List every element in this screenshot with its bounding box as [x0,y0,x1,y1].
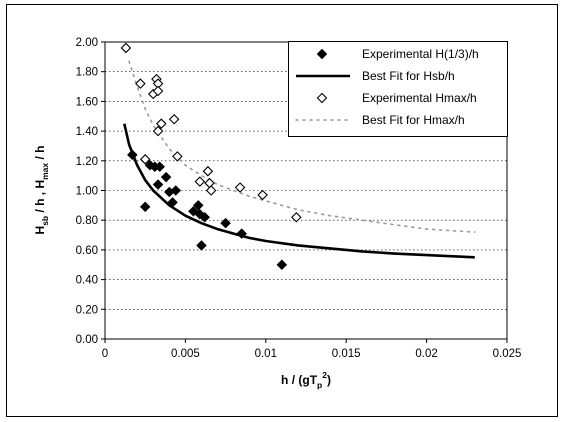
data-point-h13 [139,201,151,213]
best-fit-hmax-line [128,60,476,233]
best-fit-hsb-line [123,123,475,259]
legend: Experimental H(1/3)/h Best Fit for Hsb/h E… [288,41,508,137]
data-point-h13 [199,211,211,223]
series-4 [128,60,476,233]
data-point-hmax [257,189,268,201]
data-point-hmax [152,85,164,97]
data-point-hmax [168,113,180,125]
data-point-hmax [135,78,146,89]
data-point-h13 [170,185,182,196]
series-layer [120,42,476,271]
legend-label-1: Experimental H(1/3)/h [362,47,479,61]
series-3 [120,42,302,223]
x-tick-label: 0.005 [171,348,200,360]
x-axis-title-close: ) [327,373,331,387]
y-tick-label: 1.20 [76,156,98,168]
data-point-hmax [152,125,164,137]
x-axis-title-superscript: 2 [322,370,327,380]
x-axis: 0 0.005 0.01 0.015 0.02 0.025 [102,339,522,360]
y-tick-label: 0.40 [76,275,98,287]
data-point-hmax [172,151,183,162]
y-tick-label: 1.60 [76,96,98,108]
y-tick-label: 0.80 [76,215,98,227]
x-axis-title: h / (gTp2) [281,370,331,390]
legend-label-3: Experimental Hmax/h [362,91,477,105]
x-tick-label: 0.015 [332,348,361,360]
legend-marker-1 [316,48,328,60]
data-point-h13 [154,161,166,173]
data-point-hmax [234,182,246,193]
y-tick-label: 1.40 [76,126,98,138]
data-point-h13 [167,197,178,208]
data-point-hmax [291,211,302,223]
data-point-h13 [220,217,231,229]
data-point-h13 [236,228,248,239]
y-tick-label: 0.60 [76,245,98,257]
data-point-hmax [156,118,167,129]
legend-label-2: Best Fit for Hsb/h [362,69,455,83]
y-axis-title-part: sb [40,216,50,226]
y-axis-title-part: / h , H [33,180,47,216]
data-point-hmax [202,165,214,177]
x-tick-label: 0.02 [415,348,437,360]
y-tick-label: 0.00 [76,334,98,346]
x-tick-label: 0 [102,348,108,360]
y-tick-label: 1.80 [76,67,98,79]
y-axis: 0.00 0.20 0.40 0.60 0.80 1.00 1.20 1.40 1.60 1.80… [76,37,105,346]
data-point-hmax [205,185,217,196]
data-point-h13 [192,199,204,211]
series-2 [123,123,475,259]
legend-label-4: Best Fit for Hmax/h [362,113,465,127]
y-tick-label: 0.20 [76,304,98,316]
series-1 [126,149,288,271]
y-tick-label: 2.00 [76,37,98,49]
data-point-h13 [126,149,138,161]
data-point-h13 [276,259,288,271]
data-point-hmax [139,154,151,165]
y-axis-title: Hsb / h , Hmax / h [33,146,50,235]
data-point-h13 [196,240,207,251]
x-tick-label: 0.025 [493,348,522,360]
y-axis-title-part: max [40,163,50,180]
y-axis-title-part: H [33,226,47,235]
data-point-h13 [160,171,172,183]
data-point-h13 [152,179,164,190]
x-tick-label: 0.01 [255,348,277,360]
y-axis-title-part: / h [33,146,47,163]
legend-marker-3 [316,92,328,104]
x-axis-title-subscript: p [317,380,322,390]
data-point-hmax [194,176,206,187]
data-point-hmax [120,42,132,54]
x-axis-title-main: h / (gT [281,373,318,387]
y-tick-label: 1.00 [76,186,98,198]
